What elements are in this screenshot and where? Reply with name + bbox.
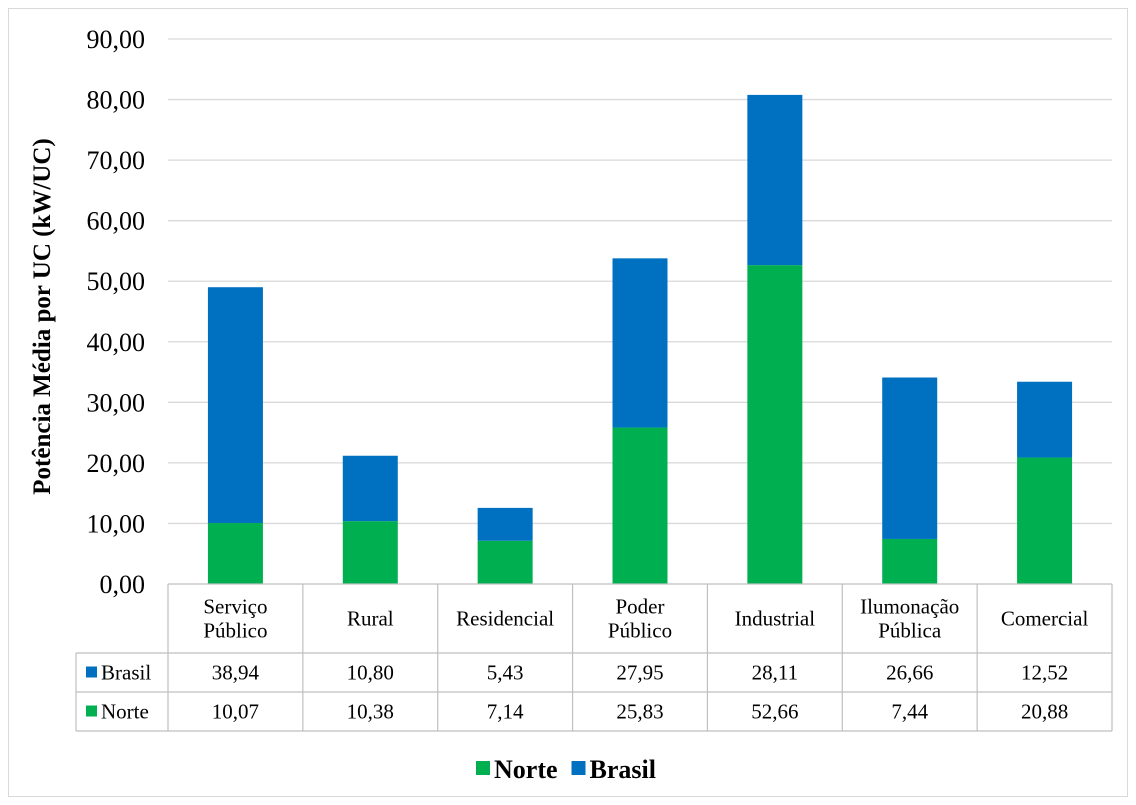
- category-label: Público: [203, 619, 267, 643]
- data-label: 26,66: [886, 661, 933, 685]
- y-tick-label: 80,00: [87, 86, 146, 115]
- bar-brasil: [207, 287, 263, 524]
- chart-frame: [8, 8, 1128, 797]
- y-tick-label: 0,00: [100, 570, 146, 599]
- data-label: 5,43: [487, 661, 524, 685]
- table-row-header: Norte: [101, 700, 149, 724]
- y-tick-label: 30,00: [87, 388, 146, 417]
- legend-label: Brasil: [590, 755, 656, 784]
- bar-brasil: [747, 94, 803, 266]
- bar-brasil: [612, 258, 668, 428]
- table-legend-key-brasil: [86, 666, 97, 678]
- bar-brasil: [1017, 381, 1073, 458]
- legend-key-brasil: [571, 761, 586, 775]
- bar-norte: [207, 523, 263, 584]
- category-label: Pública: [878, 619, 942, 643]
- data-label: 20,88: [1021, 700, 1068, 724]
- data-label: 38,94: [212, 661, 260, 685]
- data-label: 10,07: [212, 700, 259, 724]
- legend-key-norte: [476, 761, 490, 775]
- data-label: 10,38: [347, 700, 394, 724]
- bar-norte: [1017, 457, 1073, 584]
- category-label: Público: [608, 619, 672, 643]
- table-row-header: Brasil: [101, 661, 151, 685]
- category-label: Ilumonação: [860, 595, 959, 619]
- data-label: 28,11: [752, 661, 798, 685]
- bar-norte: [747, 265, 803, 584]
- data-label: 12,52: [1021, 661, 1068, 685]
- y-tick-label: 60,00: [87, 207, 146, 236]
- bar-brasil: [882, 377, 938, 539]
- category-label: Comercial: [1001, 607, 1089, 631]
- bar-norte: [477, 540, 533, 584]
- data-label: 27,95: [616, 661, 663, 685]
- data-label: 10,80: [347, 661, 394, 685]
- y-axis-title: Potência Média por UC (kW/UC): [29, 138, 56, 494]
- y-tick-label: 20,00: [87, 449, 146, 478]
- category-label: Serviço: [203, 595, 267, 619]
- y-tick-label: 50,00: [87, 267, 146, 296]
- legend-label: Norte: [494, 755, 558, 784]
- y-tick-label: 70,00: [87, 146, 146, 175]
- data-label: 7,14: [487, 700, 524, 724]
- y-tick-label: 10,00: [87, 509, 146, 538]
- category-label: Residencial: [456, 607, 554, 631]
- y-tick-label: 90,00: [87, 25, 146, 54]
- category-label: Rural: [347, 607, 394, 631]
- table-legend-key-norte: [86, 705, 97, 717]
- data-label: 7,44: [891, 700, 928, 724]
- category-label: Industrial: [735, 607, 816, 631]
- y-tick-label: 40,00: [87, 328, 146, 357]
- data-label: 52,66: [751, 700, 798, 724]
- data-label: 25,83: [616, 700, 663, 724]
- bar-norte: [882, 538, 938, 584]
- category-label: Poder: [616, 595, 665, 619]
- bar-brasil: [477, 507, 533, 541]
- bar-norte: [612, 427, 668, 584]
- bar-norte: [342, 521, 398, 584]
- bar-brasil: [342, 455, 398, 522]
